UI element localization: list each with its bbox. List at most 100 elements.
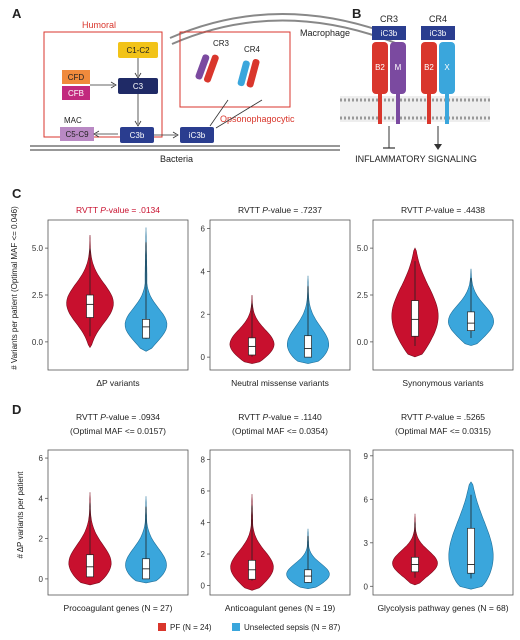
chart-subtitle: (Optimal MAF <= 0.0315) xyxy=(395,426,491,436)
y-tick-label: 6 xyxy=(39,454,44,463)
y-tick-label: 5.0 xyxy=(32,244,44,253)
macrophage-label: Macrophage xyxy=(300,28,350,38)
c3b-node xyxy=(120,127,154,143)
cfb-node xyxy=(62,86,90,100)
panel-label-d: D xyxy=(12,402,21,417)
chart-title: RVTT P-value = .1140 xyxy=(238,412,322,422)
cr4-x-subunit-b xyxy=(439,42,455,94)
c5c9-label: C5-C9 xyxy=(65,130,89,139)
cr4-x-tail xyxy=(445,94,449,124)
cr3-m-subunit-b xyxy=(390,42,406,94)
arrowhead xyxy=(93,130,100,138)
y-tick-label: 2.5 xyxy=(32,291,44,300)
c3-node xyxy=(118,78,158,94)
bacteria-label: Bacteria xyxy=(160,154,193,164)
iqr-box xyxy=(304,335,312,358)
cr3-label-b: CR3 xyxy=(380,14,398,24)
chart-1: RVTT P-value = .0134 ΔP variants 0.0 2.5 5.0 xyxy=(32,205,189,388)
cr4-b2-subunit xyxy=(246,58,260,88)
x-axis-label: ΔP variants xyxy=(96,378,139,388)
humoral-label: Humoral xyxy=(82,20,116,30)
chart-title: RVTT P-value = .0934 xyxy=(76,412,160,422)
arrowhead xyxy=(110,81,117,89)
cr3-b2-subunit xyxy=(203,54,219,83)
y-tick-label: 0 xyxy=(201,582,206,591)
chart-6: RVTT P-value = .5265 (Optimal MAF <= 0.03… xyxy=(364,412,514,613)
cr4-x-subunit xyxy=(237,60,250,87)
ic3b-node xyxy=(180,127,214,143)
cr3-b2-subunit-b xyxy=(372,42,388,94)
legend-swatch-pf xyxy=(158,623,166,631)
chart-title: RVTT P-value = .5265 xyxy=(401,412,485,422)
c1c2-label: C1-C2 xyxy=(126,46,150,55)
y-tick-label: 6 xyxy=(201,225,206,234)
iqr-box xyxy=(86,294,94,318)
x-axis-label: Procoagulant genes (N = 27) xyxy=(64,603,173,613)
cr3-m-tail xyxy=(396,94,400,124)
iqr-box xyxy=(467,311,475,331)
bilayer-background xyxy=(340,96,490,122)
legend-label-pf: PF (N = 24) xyxy=(170,623,212,632)
ic3b-cr3-node xyxy=(372,26,406,40)
cfb-label: CFB xyxy=(68,89,84,98)
y-tick-label: 3 xyxy=(364,539,369,548)
arrowhead xyxy=(172,131,179,139)
y-tick-label: 8 xyxy=(201,455,206,464)
y-tick-label: 0 xyxy=(364,582,369,591)
ic3b-cr4-node xyxy=(421,26,455,40)
chart-title: RVTT P-value = .7237 xyxy=(238,205,322,215)
x-axis-label: Synonymous variants xyxy=(402,378,483,388)
y-tick-label: 6 xyxy=(201,487,206,496)
legend: PF (N = 24) Unselected sepsis (N = 87) xyxy=(158,623,341,632)
y-tick-label: 0 xyxy=(201,353,206,362)
panel-label-a: A xyxy=(12,6,22,21)
y-tick-label: 4 xyxy=(39,494,44,503)
plot-frame xyxy=(372,219,514,371)
y-axis-label-d: # ΔP variants per patient xyxy=(16,471,25,559)
cfd-node xyxy=(62,70,90,84)
c3-label: C3 xyxy=(133,82,144,91)
cr4-receptor-a xyxy=(237,58,260,88)
arrow-ic3b-cr3 xyxy=(209,99,229,127)
chart-3: RVTT P-value = .4438 Synonymous variants 0… xyxy=(357,205,514,388)
x-axis-label: Anticoagulant genes (N = 19) xyxy=(225,603,336,613)
cr4-label-a: CR4 xyxy=(244,45,261,54)
cfd-label: CFD xyxy=(68,73,85,82)
b2-label-cr3: B2 xyxy=(375,63,385,72)
chart-2: RVTT P-value = .7237 Neutral missense var… xyxy=(201,205,351,388)
iqr-box xyxy=(142,319,150,339)
m-label: M xyxy=(395,63,402,72)
c5c9-node xyxy=(60,127,94,141)
x-axis-label: Neutral missense variants xyxy=(231,378,329,388)
cr3-receptor-a xyxy=(195,54,219,83)
iqr-box xyxy=(467,527,475,574)
chart-subtitle: (Optimal MAF <= 0.0354) xyxy=(232,426,328,436)
violin-charts: RVTT P-value = .0134 ΔP variants 0.0 2.5 5.0… xyxy=(32,205,514,613)
y-tick-label: 4 xyxy=(201,519,206,528)
legend-swatch-sepsis xyxy=(232,623,240,631)
legend-label-sepsis: Unselected sepsis (N = 87) xyxy=(244,623,341,632)
y-tick-label: 0.0 xyxy=(357,338,369,347)
plot-frame xyxy=(47,449,189,596)
opsonophagocytic-box xyxy=(179,31,291,108)
mac-label: MAC xyxy=(64,116,82,125)
y-tick-label: 2 xyxy=(201,310,206,319)
iqr-box xyxy=(86,554,94,578)
chart-5: RVTT P-value = .1140 (Optimal MAF <= 0.03… xyxy=(201,412,351,613)
y-tick-label: 0 xyxy=(39,575,44,584)
c1c2-node xyxy=(118,42,158,58)
iqr-box xyxy=(411,300,419,337)
y-tick-label: 0.0 xyxy=(32,338,44,347)
macrophage-membrane-outer xyxy=(169,13,401,39)
b2-label-cr4: B2 xyxy=(424,63,434,72)
inflammatory-signaling-label: INFLAMMATORY SIGNALING xyxy=(355,154,477,164)
arrowhead xyxy=(134,120,142,127)
y-tick-label: 9 xyxy=(364,452,369,461)
arrow-ic3b-cr4 xyxy=(215,99,263,129)
activate-arrowhead-cr4 xyxy=(434,144,442,150)
chart-title: RVTT P-value = .0134 xyxy=(76,205,160,215)
panel-label-c: C xyxy=(12,186,22,201)
ic3b-cr3-label: iC3b xyxy=(381,29,398,38)
macrophage-membrane-inner xyxy=(171,19,399,45)
plot-frame xyxy=(372,449,514,596)
